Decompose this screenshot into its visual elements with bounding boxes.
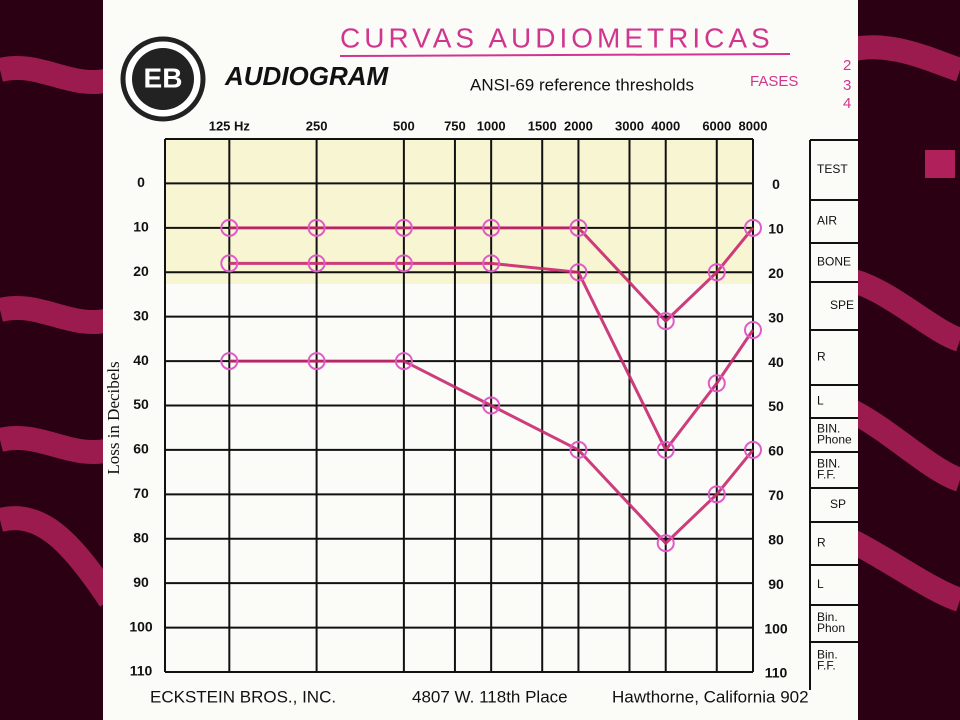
- highlight: [165, 139, 753, 284]
- y-tick-label-right: 110: [765, 665, 788, 681]
- y-tick-label-right: 10: [768, 221, 784, 237]
- table-label: TEST: [817, 162, 848, 176]
- data-point: [569, 218, 588, 237]
- handwritten-number: 3: [843, 77, 851, 94]
- data-point: [656, 534, 675, 553]
- x-tick-label: 1500: [528, 118, 557, 133]
- x-tick-label: 4000: [651, 118, 680, 133]
- logo: EB: [144, 62, 183, 93]
- handwritten-note: FASES: [750, 73, 798, 90]
- y-tick-label-right: 50: [768, 398, 784, 414]
- y-tick-label-right: 60: [768, 443, 784, 459]
- x-tick-label: 8000: [739, 118, 768, 133]
- chart-subtitle: ANSI-69 reference thresholds: [470, 75, 694, 94]
- data-point: [482, 218, 501, 237]
- y-tick-label: 20: [133, 263, 149, 279]
- handwritten-number: 4: [843, 95, 851, 112]
- table-label: R: [817, 350, 826, 364]
- data-point: [707, 263, 726, 282]
- data-point: [394, 352, 413, 371]
- data-point: [569, 263, 588, 282]
- data-point: [656, 312, 675, 331]
- y-tick-label: 90: [133, 574, 149, 590]
- data-point: [220, 218, 239, 237]
- footer: ECKSTEIN BROS., INC.: [150, 687, 336, 706]
- y-axis-label: Loss in Decibels: [104, 361, 123, 474]
- chart-title: AUDIOGRAM: [224, 61, 390, 91]
- table-label: BIN.: [817, 422, 840, 436]
- footer: 4807 W. 118th Place: [412, 687, 568, 706]
- data-point: [394, 254, 413, 273]
- decor-block: [925, 150, 955, 178]
- y-tick-label: 80: [133, 529, 149, 545]
- table-label: L: [817, 577, 824, 591]
- y-tick-label: 10: [133, 219, 149, 235]
- scan-page: [103, 0, 858, 720]
- table-label: F.F.: [817, 468, 836, 482]
- logo-disc: [132, 48, 194, 110]
- y-tick-label: 30: [133, 307, 149, 323]
- table-label: Phon: [817, 621, 845, 635]
- data-point: [220, 254, 239, 273]
- handwritten-title: CURVAS AUDIOMETRICAS: [340, 22, 774, 53]
- table-label: L: [817, 394, 824, 408]
- x-tick-label: 250: [306, 118, 328, 133]
- series-line: [229, 261, 755, 453]
- table-label: Phone: [817, 433, 852, 447]
- x-tick-label: 500: [393, 118, 415, 133]
- y-tick-label: 70: [133, 485, 149, 501]
- y-tick-label: 40: [133, 352, 149, 368]
- underline: [339, 53, 791, 57]
- table-label: SP: [830, 497, 846, 511]
- x-tick-label: 3000: [615, 118, 644, 133]
- y-tick-label-right: 0: [772, 176, 780, 192]
- y-tick-label: 50: [133, 396, 149, 412]
- data-point: [307, 218, 326, 237]
- table-label: BIN.: [817, 457, 840, 471]
- table-label: SPE: [830, 298, 854, 312]
- data-point: [394, 218, 413, 237]
- x-tick-label: 2000: [564, 118, 593, 133]
- data-point: [707, 374, 726, 393]
- y-tick-label-right: 70: [768, 487, 784, 503]
- data-point: [656, 440, 675, 459]
- y-tick-label: 100: [129, 618, 153, 634]
- y-tick-label-right: 40: [768, 354, 784, 370]
- series-line: [229, 359, 755, 546]
- y-tick-label-right: 30: [768, 309, 784, 325]
- data-point: [307, 352, 326, 371]
- y-tick-label: 0: [137, 174, 145, 190]
- y-tick-label: 110: [130, 663, 153, 679]
- data-point: [744, 440, 762, 459]
- table-label: R: [817, 536, 826, 550]
- data-point: [482, 254, 501, 273]
- series-line: [229, 226, 755, 324]
- x-tick-label: 750: [444, 118, 466, 133]
- data-point: [744, 320, 762, 339]
- data-point: [744, 218, 762, 237]
- data-point: [220, 352, 239, 371]
- y-tick-label-right: 90: [768, 576, 784, 592]
- x-tick-label: 125 Hz: [209, 118, 251, 133]
- table-label: BONE: [817, 255, 851, 269]
- table-label: F.F.: [817, 659, 836, 673]
- x-tick-label: 1000: [477, 118, 506, 133]
- table-label: AIR: [817, 214, 837, 228]
- data-point: [569, 440, 588, 459]
- y-tick-label-right: 80: [768, 531, 784, 547]
- handwritten-number: 2: [843, 57, 851, 74]
- y-tick-label: 60: [133, 441, 149, 457]
- data-point: [482, 396, 501, 415]
- table-label: Bin.: [817, 648, 838, 662]
- data-point: [307, 254, 326, 273]
- x-tick-label: 6000: [702, 118, 731, 133]
- y-tick-label-right: 20: [768, 265, 784, 281]
- table-label: Bin.: [817, 610, 838, 624]
- footer: Hawthorne, California 902: [612, 687, 809, 706]
- y-tick-label-right: 100: [764, 620, 788, 636]
- decor-stripes: [0, 35, 960, 612]
- data-point: [707, 485, 726, 504]
